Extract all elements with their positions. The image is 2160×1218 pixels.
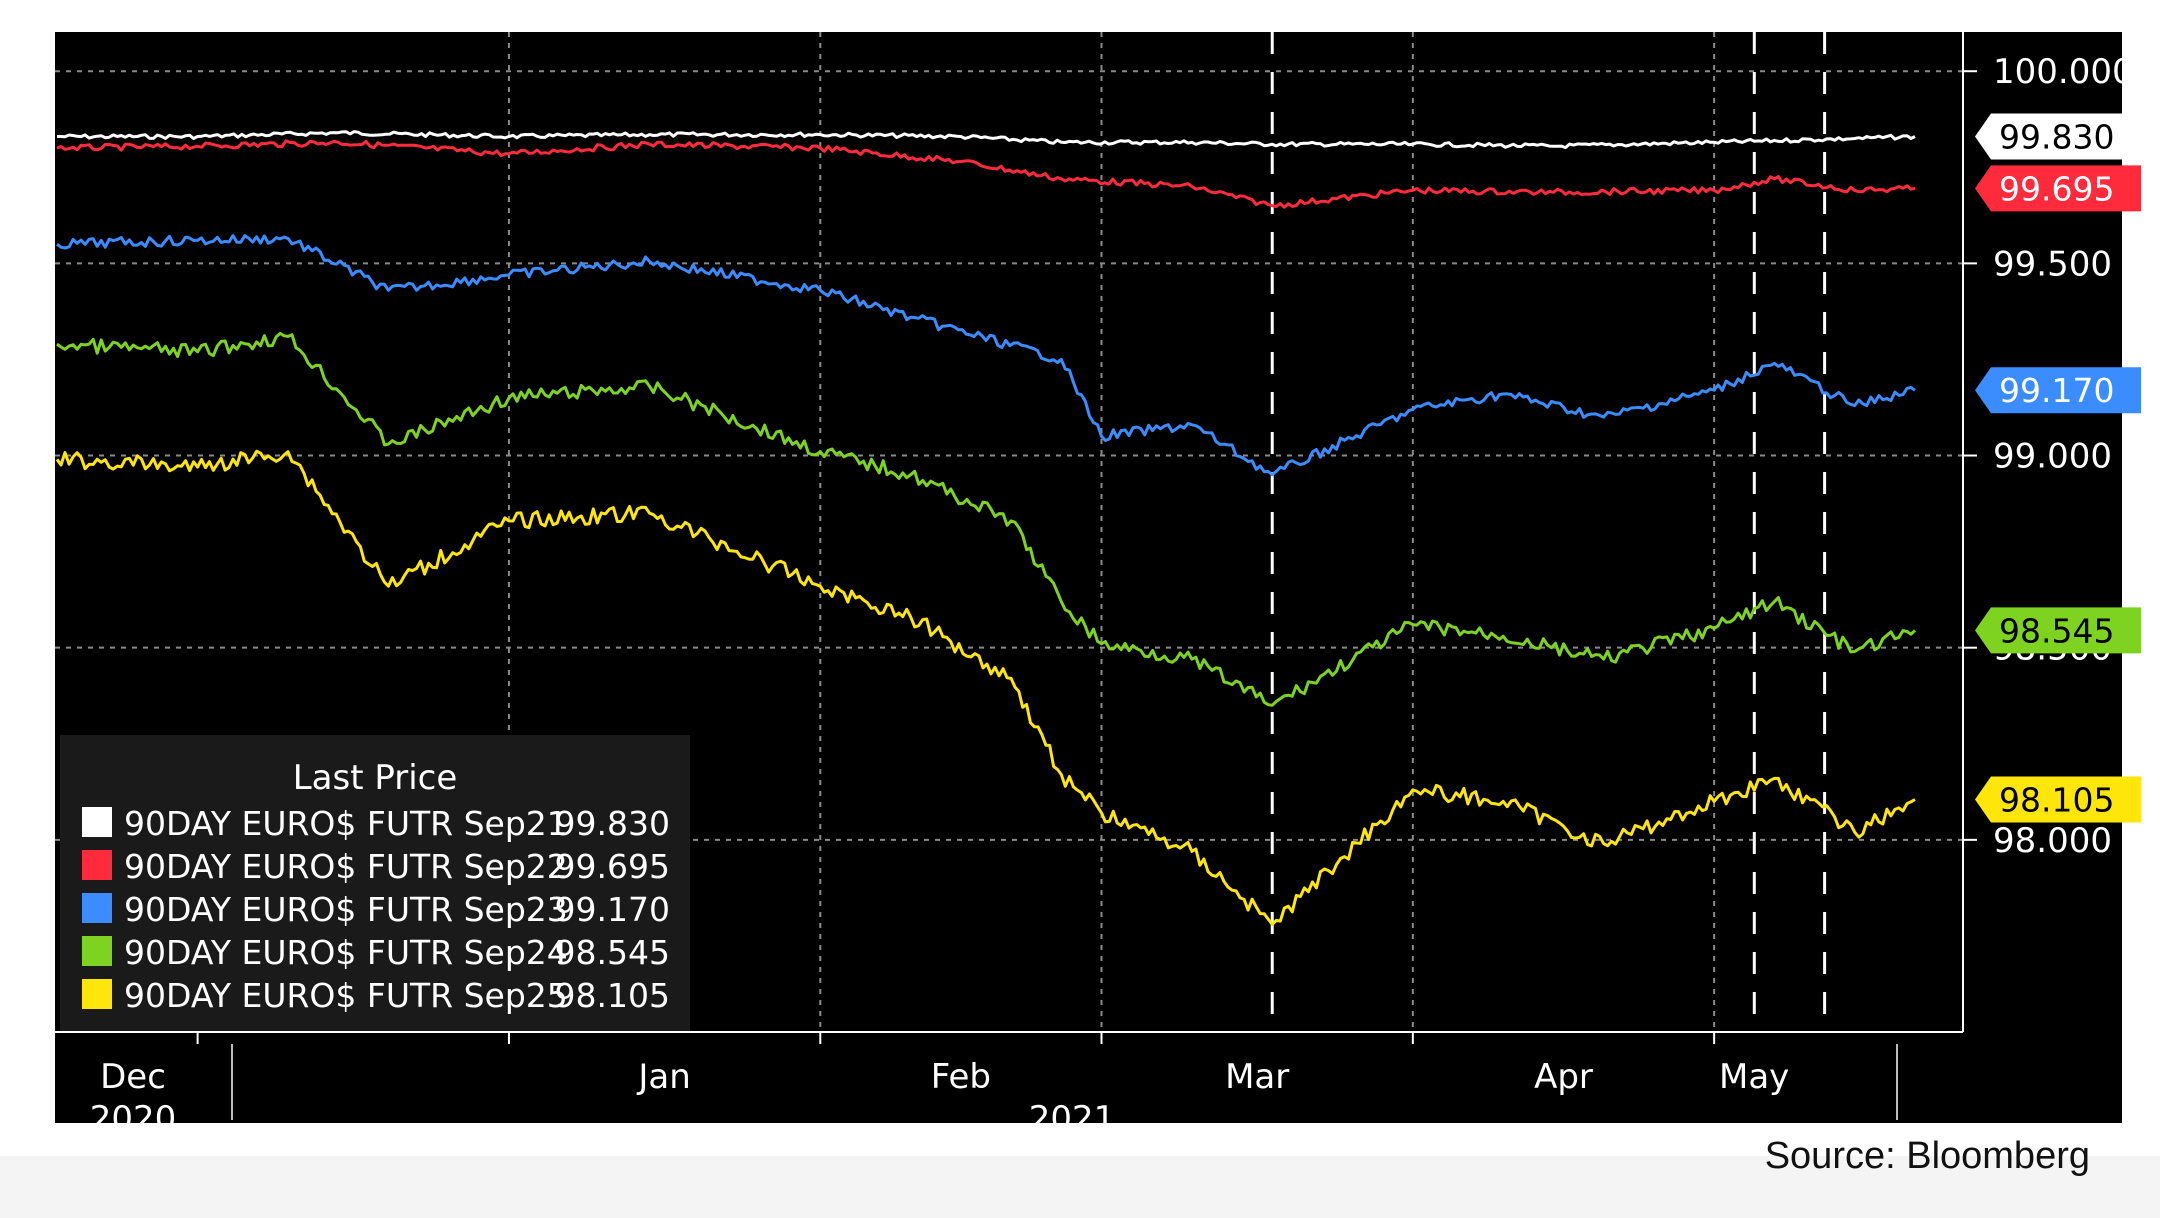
series-line — [56, 331, 1917, 707]
last-value-tag: 98.545 — [1975, 607, 2141, 654]
legend-swatch — [82, 850, 112, 880]
x-tick-label: Dec — [100, 1057, 166, 1097]
legend-series-name: 90DAY EURO$ FUTR Sep25 — [124, 976, 568, 1015]
last-value-tag-label: 99.170 — [1999, 371, 2114, 410]
last-value-tag: 99.830 — [1975, 113, 2141, 160]
legend-title: Last Price — [293, 758, 458, 798]
y-tick-label: 99.000 — [1993, 437, 2112, 477]
legend-series-value: 99.830 — [555, 804, 670, 843]
x-tick-label: Feb — [931, 1057, 991, 1097]
y-tick-label: 98.000 — [1993, 821, 2112, 861]
y-tick-label: 100.000 — [1993, 52, 2134, 92]
last-value-tag: 99.170 — [1975, 367, 2141, 414]
x-tick-label: May — [1719, 1057, 1789, 1097]
last-value-tag-shape — [1975, 165, 2141, 212]
last-value-tag-label: 99.695 — [1999, 169, 2114, 208]
x-tick-label: Apr — [1534, 1057, 1593, 1097]
last-value-tag-label: 98.105 — [1999, 780, 2114, 819]
legend-series-value: 98.545 — [555, 933, 670, 972]
legend-swatch — [82, 936, 112, 966]
series-line — [56, 234, 1916, 477]
x-year-label-2021: 2021 — [1029, 1099, 1116, 1139]
legend-series-value: 98.105 — [555, 976, 670, 1015]
last-value-tag: 99.695 — [1975, 165, 2141, 212]
x-tick-label: Mar — [1225, 1057, 1289, 1097]
series-line — [56, 139, 1916, 209]
last-value-tag-label: 98.545 — [1999, 611, 2114, 650]
legend-series-name: 90DAY EURO$ FUTR Sep23 — [124, 890, 568, 929]
legend-swatch — [82, 979, 112, 1009]
last-value-tag-shape — [1975, 607, 2141, 654]
y-tick-label: 99.500 — [1993, 244, 2112, 284]
x-tick-label: Jan — [636, 1057, 690, 1097]
source-note: Source: Bloomberg — [1764, 1135, 2090, 1177]
legend-series-name: 90DAY EURO$ FUTR Sep24 — [124, 933, 568, 972]
legend-series-value: 99.695 — [555, 847, 670, 886]
legend-swatch — [82, 807, 112, 837]
legend-series-name: 90DAY EURO$ FUTR Sep22 — [124, 847, 568, 886]
series-line — [57, 130, 1916, 150]
last-value-tag-shape — [1975, 367, 2141, 414]
legend-series-name: 90DAY EURO$ FUTR Sep21 — [124, 804, 568, 843]
x-year-label: 2020 — [90, 1099, 177, 1139]
footer-band — [0, 1156, 2160, 1218]
series-line — [55, 449, 1916, 926]
last-value-tag-label: 99.830 — [1999, 118, 2114, 157]
legend-box — [60, 735, 690, 1031]
legend-series-value: 99.170 — [555, 890, 670, 929]
legend-swatch — [82, 893, 112, 923]
last-value-tag-shape — [1975, 776, 2141, 823]
last-value-tag: 98.105 — [1975, 776, 2141, 823]
last-value-tag-shape — [1975, 113, 2141, 160]
